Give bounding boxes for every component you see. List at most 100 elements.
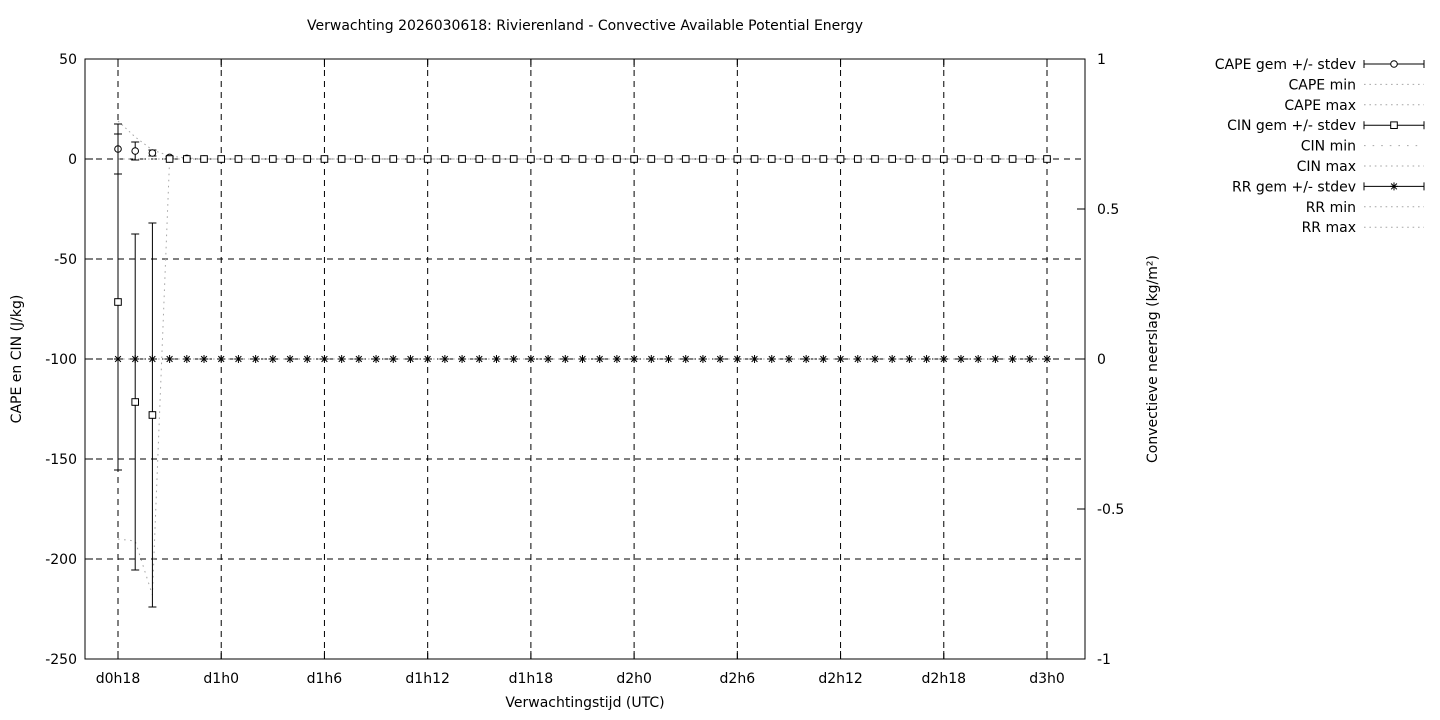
cin-marker-square xyxy=(406,155,415,163)
rr-marker-asterisk xyxy=(440,355,449,363)
cin-marker-square xyxy=(630,155,638,163)
legend-label: RR min xyxy=(1306,200,1356,216)
legend-label: RR gem +/- stdev xyxy=(1232,179,1356,195)
rr-marker-asterisk xyxy=(664,355,673,363)
rr-marker-asterisk xyxy=(148,355,157,363)
cin-marker-square xyxy=(699,155,707,163)
y-left-tick-label: -150 xyxy=(45,452,77,468)
rr-marker-asterisk xyxy=(612,355,621,363)
x-axis-label: Verwachtingstijd (UTC) xyxy=(505,695,664,711)
cin-marker-square xyxy=(1025,155,1034,163)
axis-ticks xyxy=(85,58,1085,660)
legend-row: CIN max xyxy=(1297,159,1424,175)
legend-row: RR max xyxy=(1302,220,1424,236)
legend-row: CAPE gem +/- stdev xyxy=(1215,57,1425,73)
rr-marker-asterisk xyxy=(922,355,931,363)
cin-marker-square xyxy=(922,155,931,163)
cin-marker-square xyxy=(423,155,432,163)
rr-marker-asterisk xyxy=(303,355,312,363)
y-left-tick-label: 50 xyxy=(59,52,77,68)
cin-marker-square xyxy=(337,155,346,163)
cin-marker-square xyxy=(200,155,208,163)
y-right-tick-label: 0.5 xyxy=(1097,202,1119,218)
rr-marker-asterisk xyxy=(251,355,260,363)
legend-label: CAPE max xyxy=(1284,98,1356,114)
rr-marker-asterisk xyxy=(165,355,174,363)
rr-marker-asterisk xyxy=(337,355,346,363)
x-tick-label: d2h6 xyxy=(720,671,756,687)
chart-title: Verwachting 2026030618: Rivierenland - C… xyxy=(307,18,863,34)
rr-marker-asterisk xyxy=(217,355,226,363)
legend-row: CIN gem +/- stdev xyxy=(1227,118,1425,134)
cin-marker-square xyxy=(131,398,140,406)
rr-marker-asterisk xyxy=(888,355,897,363)
cin-marker-square xyxy=(871,155,879,163)
rr-marker-asterisk xyxy=(647,355,656,363)
data-series xyxy=(114,120,1051,608)
rr-marker-asterisk xyxy=(389,355,398,363)
cin-marker-square xyxy=(819,155,828,163)
rr-marker-asterisk xyxy=(853,355,862,363)
cin-marker-square xyxy=(1008,155,1017,163)
cin-marker-square xyxy=(183,155,191,163)
y-left-tick-label: -50 xyxy=(54,252,77,268)
rr-marker-asterisk xyxy=(578,355,587,363)
rr-marker-asterisk xyxy=(802,355,811,363)
rr-marker-asterisk xyxy=(182,355,191,363)
legend-circle-marker xyxy=(1390,60,1398,68)
cin-marker-square xyxy=(561,155,570,163)
legend: CAPE gem +/- stdev CAPE min CAPE max CIN ge… xyxy=(1215,57,1425,236)
cin-marker-square xyxy=(578,155,587,163)
y-right-axis-label: Convectieve neerslag (kg/m²) xyxy=(1145,255,1161,463)
legend-row: RR min xyxy=(1306,200,1424,216)
cin-marker-square xyxy=(905,155,914,163)
cape-max-line xyxy=(117,120,1047,160)
y-left-tick-label: -100 xyxy=(45,352,77,368)
rr-marker-asterisk xyxy=(406,355,415,363)
cin-marker-square xyxy=(957,155,965,163)
cin-marker-square xyxy=(716,155,724,163)
rr-marker-asterisk xyxy=(423,355,432,363)
cin-marker-square xyxy=(681,155,690,163)
cin-marker-square xyxy=(234,155,243,163)
cin-marker-square xyxy=(785,155,793,163)
rr-marker-asterisk xyxy=(234,355,243,363)
rr-marker-asterisk xyxy=(1025,355,1034,363)
x-tick-label: d1h18 xyxy=(509,671,553,687)
x-tick-label: d1h12 xyxy=(405,671,449,687)
cin-marker-square xyxy=(372,155,380,163)
rr-marker-asterisk xyxy=(131,355,140,363)
cin-marker-square xyxy=(458,155,466,163)
cin-marker-square xyxy=(303,155,312,163)
rr-marker-asterisk xyxy=(784,355,793,363)
x-tick-label: d2h12 xyxy=(818,671,862,687)
rr-marker-asterisk xyxy=(630,355,639,363)
x-tick-label: d1h6 xyxy=(307,671,343,687)
cin-marker-square xyxy=(939,155,948,163)
cin-marker-square xyxy=(991,155,1000,163)
legend-row: CAPE max xyxy=(1284,98,1424,114)
cin-min-line xyxy=(117,158,1047,596)
legend-row: CIN min xyxy=(1301,139,1424,155)
cin-marker-square xyxy=(853,155,862,163)
cin-marker-square xyxy=(165,155,174,163)
cin-marker-square xyxy=(355,155,363,163)
rr-marker-asterisk xyxy=(836,355,845,363)
cin-marker-square xyxy=(441,155,449,163)
rr-marker-asterisk xyxy=(1008,355,1017,363)
rr-marker-asterisk xyxy=(698,355,707,363)
y-left-tick-label: -250 xyxy=(45,652,77,668)
rr-marker-asterisk xyxy=(716,355,725,363)
cin-marker-square xyxy=(750,155,759,163)
rr-marker-asterisk xyxy=(1043,355,1051,363)
y-left-tick-label: -200 xyxy=(45,552,77,568)
rr-marker-asterisk xyxy=(956,355,965,363)
rr-marker-asterisk xyxy=(681,355,690,363)
cin-marker-square xyxy=(802,155,810,163)
legend-label: CIN gem +/- stdev xyxy=(1227,118,1356,134)
cin-marker-square xyxy=(647,155,656,163)
cin-marker-square xyxy=(595,155,604,163)
rr-marker-asterisk xyxy=(458,355,467,363)
rr-marker-asterisk xyxy=(492,355,501,363)
legend-label: CIN max xyxy=(1297,159,1356,175)
